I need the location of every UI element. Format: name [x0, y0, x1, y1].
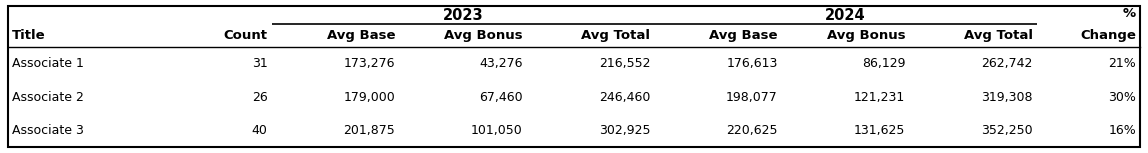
Text: Avg Base: Avg Base — [709, 29, 777, 42]
Text: 101,050: 101,050 — [471, 124, 522, 137]
Text: 26: 26 — [251, 91, 267, 103]
Text: Avg Total: Avg Total — [581, 29, 650, 42]
Text: 220,625: 220,625 — [727, 124, 777, 137]
Text: 21%: 21% — [1108, 57, 1137, 70]
Text: 216,552: 216,552 — [598, 57, 650, 70]
Text: 198,077: 198,077 — [726, 91, 777, 103]
Text: 246,460: 246,460 — [599, 91, 650, 103]
Text: 176,613: 176,613 — [727, 57, 777, 70]
Text: 40: 40 — [251, 124, 267, 137]
Text: 16%: 16% — [1108, 124, 1137, 137]
Text: 262,742: 262,742 — [982, 57, 1033, 70]
Text: 179,000: 179,000 — [343, 91, 395, 103]
Text: 43,276: 43,276 — [479, 57, 522, 70]
Text: Associate 3: Associate 3 — [11, 124, 84, 137]
Text: 201,875: 201,875 — [343, 124, 395, 137]
Text: Avg Base: Avg Base — [326, 29, 395, 42]
Text: Title: Title — [11, 29, 46, 42]
Text: Associate 2: Associate 2 — [11, 91, 84, 103]
Text: 30%: 30% — [1108, 91, 1137, 103]
Text: Count: Count — [224, 29, 267, 42]
Text: Avg Bonus: Avg Bonus — [444, 29, 522, 42]
Text: Avg Bonus: Avg Bonus — [827, 29, 906, 42]
Text: 2023: 2023 — [442, 7, 483, 22]
Text: 302,925: 302,925 — [598, 124, 650, 137]
Text: 173,276: 173,276 — [343, 57, 395, 70]
Text: 67,460: 67,460 — [479, 91, 522, 103]
Text: 319,308: 319,308 — [982, 91, 1033, 103]
Text: %: % — [1123, 7, 1137, 20]
Text: Associate 1: Associate 1 — [11, 57, 84, 70]
Text: 86,129: 86,129 — [862, 57, 906, 70]
Text: 131,625: 131,625 — [854, 124, 906, 137]
Text: 352,250: 352,250 — [982, 124, 1033, 137]
Text: 121,231: 121,231 — [854, 91, 906, 103]
Text: Avg Total: Avg Total — [964, 29, 1033, 42]
Text: 2024: 2024 — [825, 7, 866, 22]
Text: Change: Change — [1080, 29, 1137, 42]
Text: 31: 31 — [251, 57, 267, 70]
